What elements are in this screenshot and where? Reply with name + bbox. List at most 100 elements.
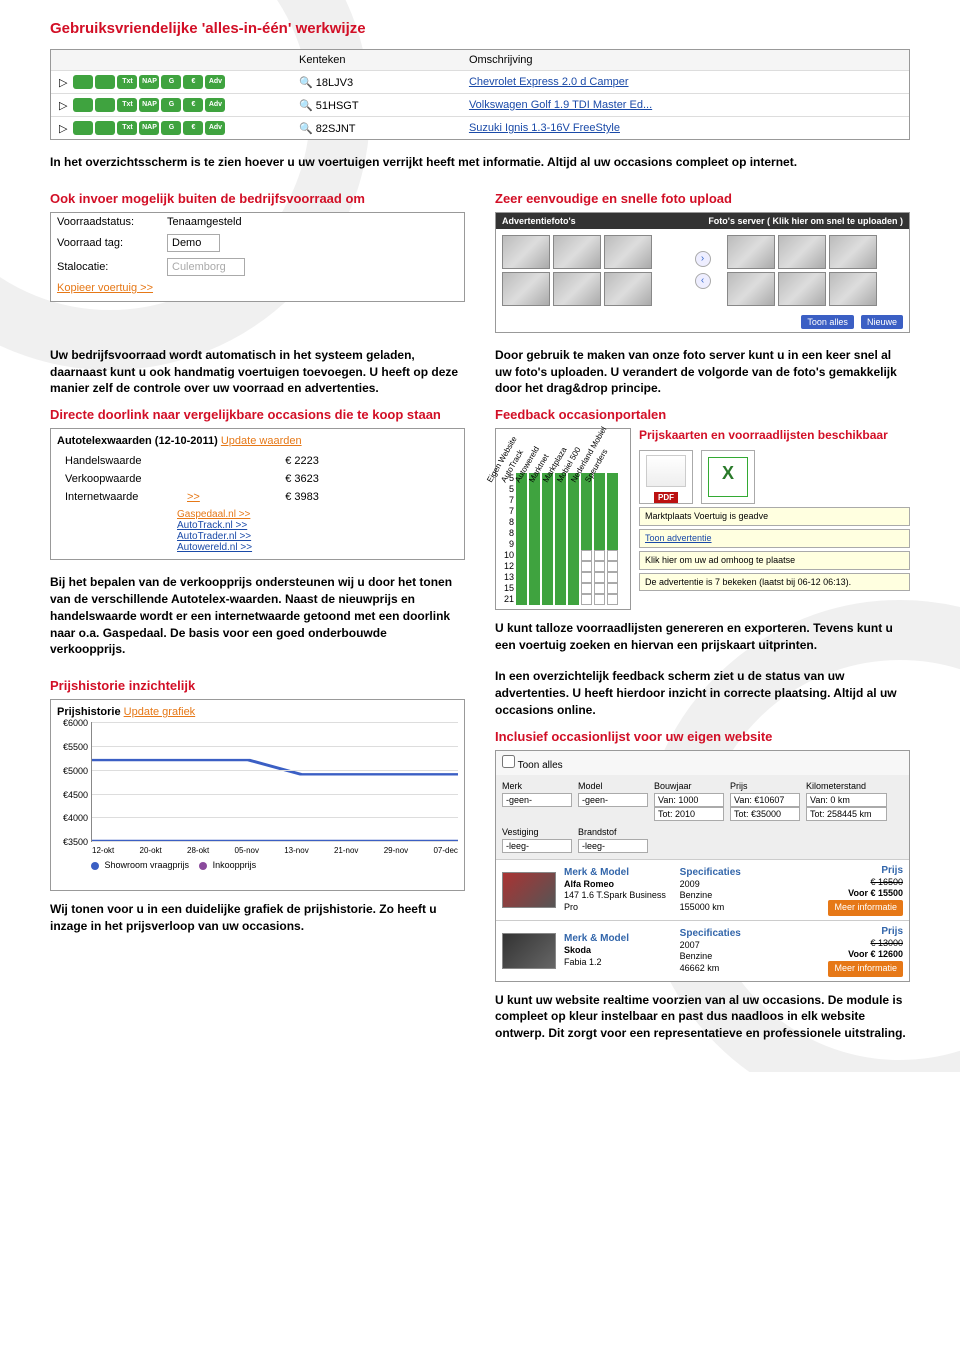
expand-icon[interactable]: ▷ — [59, 99, 67, 112]
matrix-cell[interactable] — [516, 561, 527, 572]
matrix-cell[interactable] — [581, 539, 592, 550]
matrix-cell[interactable] — [594, 539, 605, 550]
photo-thumb[interactable] — [604, 272, 652, 306]
filter-select[interactable]: -geen- — [578, 793, 648, 807]
matrix-cell[interactable] — [607, 561, 618, 572]
car-thumb[interactable] — [502, 872, 556, 908]
filter-from[interactable]: Van: 1000 — [654, 793, 724, 807]
matrix-cell[interactable] — [555, 594, 566, 605]
matrix-cell[interactable] — [568, 517, 579, 528]
filter-select[interactable]: -geen- — [502, 793, 572, 807]
photo-thumb[interactable] — [829, 272, 877, 306]
photo-thumb[interactable] — [604, 235, 652, 269]
photo-thumb[interactable] — [502, 235, 550, 269]
matrix-cell[interactable] — [581, 594, 592, 605]
matrix-cell[interactable] — [516, 550, 527, 561]
matrix-cell[interactable] — [529, 539, 540, 550]
meer-info-button[interactable]: Meer informatie — [828, 900, 903, 916]
omschrijving-link[interactable]: Suzuki Ignis 1.3-16V FreeStyle — [469, 122, 620, 134]
matrix-cell[interactable] — [542, 539, 553, 550]
matrix-cell[interactable] — [529, 594, 540, 605]
filter-to[interactable]: Tot: 258445 km — [806, 807, 887, 821]
meer-info-button[interactable]: Meer informatie — [828, 961, 903, 977]
nieuwe-button[interactable]: Nieuwe — [861, 315, 903, 329]
copy-vehicle-link[interactable]: Kopieer voertuig >> — [57, 282, 153, 294]
matrix-cell[interactable] — [607, 572, 618, 583]
gaspedaal-link[interactable]: Gaspedaal.nl >> — [177, 509, 458, 520]
matrix-cell[interactable] — [555, 528, 566, 539]
matrix-cell[interactable] — [555, 572, 566, 583]
photo-thumb[interactable] — [727, 272, 775, 306]
matrix-cell[interactable] — [516, 528, 527, 539]
matrix-cell[interactable] — [607, 594, 618, 605]
matrix-cell[interactable] — [529, 506, 540, 517]
matrix-cell[interactable] — [529, 528, 540, 539]
matrix-cell[interactable] — [594, 506, 605, 517]
move-right-icon[interactable]: › — [695, 251, 711, 267]
matrix-cell[interactable] — [542, 528, 553, 539]
matrix-cell[interactable] — [542, 517, 553, 528]
matrix-cell[interactable] — [607, 528, 618, 539]
matrix-cell[interactable] — [594, 517, 605, 528]
matrix-cell[interactable] — [581, 561, 592, 572]
autotrack-link[interactable]: AutoTrack.nl >> — [177, 520, 458, 531]
matrix-cell[interactable] — [594, 550, 605, 561]
toon-adv-link[interactable]: Toon advertentie — [645, 533, 712, 543]
matrix-cell[interactable] — [542, 583, 553, 594]
matrix-cell[interactable] — [568, 583, 579, 594]
matrix-cell[interactable] — [568, 539, 579, 550]
car-thumb[interactable] — [502, 933, 556, 969]
matrix-cell[interactable] — [568, 528, 579, 539]
autowereld-link[interactable]: Autowereld.nl >> — [177, 542, 458, 553]
pdf-icon[interactable]: PDF — [639, 450, 693, 504]
filter-to[interactable]: Tot: €35000 — [730, 807, 800, 821]
move-left-icon[interactable]: ‹ — [695, 273, 711, 289]
photo-thumb[interactable] — [778, 235, 826, 269]
matrix-cell[interactable] — [581, 572, 592, 583]
photo-thumb[interactable] — [502, 272, 550, 306]
matrix-cell[interactable] — [568, 550, 579, 561]
omschrijving-link[interactable]: Volkswagen Golf 1.9 TDI Master Ed... — [469, 99, 652, 111]
internetwaarde-link[interactable]: >> — [187, 491, 200, 503]
matrix-cell[interactable] — [568, 594, 579, 605]
matrix-cell[interactable] — [594, 561, 605, 572]
search-icon[interactable]: 🔍 — [299, 123, 316, 135]
filter-select[interactable]: -leeg- — [578, 839, 648, 853]
expand-icon[interactable]: ▷ — [59, 76, 67, 89]
matrix-cell[interactable] — [516, 572, 527, 583]
matrix-cell[interactable] — [555, 550, 566, 561]
matrix-cell[interactable] — [542, 572, 553, 583]
expand-icon[interactable]: ▷ — [59, 122, 67, 135]
matrix-cell[interactable] — [542, 550, 553, 561]
matrix-cell[interactable] — [555, 517, 566, 528]
matrix-cell[interactable] — [581, 550, 592, 561]
matrix-cell[interactable] — [607, 550, 618, 561]
matrix-cell[interactable] — [594, 594, 605, 605]
photo-thumb[interactable] — [778, 272, 826, 306]
search-icon[interactable]: 🔍 — [299, 100, 316, 112]
matrix-cell[interactable] — [555, 506, 566, 517]
matrix-cell[interactable] — [607, 539, 618, 550]
matrix-cell[interactable] — [568, 572, 579, 583]
matrix-cell[interactable] — [594, 572, 605, 583]
matrix-cell[interactable] — [529, 550, 540, 561]
matrix-cell[interactable] — [555, 583, 566, 594]
tag-select[interactable]: Demo — [167, 234, 220, 252]
update-waarden-link[interactable]: Update waarden — [221, 435, 302, 447]
toon-alles-button[interactable]: Toon alles — [801, 315, 854, 329]
matrix-cell[interactable] — [516, 539, 527, 550]
matrix-cell[interactable] — [581, 517, 592, 528]
matrix-cell[interactable] — [555, 539, 566, 550]
matrix-cell[interactable] — [555, 561, 566, 572]
matrix-cell[interactable] — [581, 528, 592, 539]
photo-thumb[interactable] — [553, 235, 601, 269]
filter-to[interactable]: Tot: 2010 — [654, 807, 724, 821]
matrix-cell[interactable] — [581, 506, 592, 517]
toon-alles-checkbox[interactable] — [502, 755, 515, 768]
matrix-cell[interactable] — [607, 583, 618, 594]
matrix-cell[interactable] — [568, 561, 579, 572]
filter-from[interactable]: Van: 0 km — [806, 793, 887, 807]
matrix-cell[interactable] — [516, 594, 527, 605]
update-grafiek-link[interactable]: Update grafiek — [124, 706, 196, 718]
matrix-cell[interactable] — [542, 561, 553, 572]
